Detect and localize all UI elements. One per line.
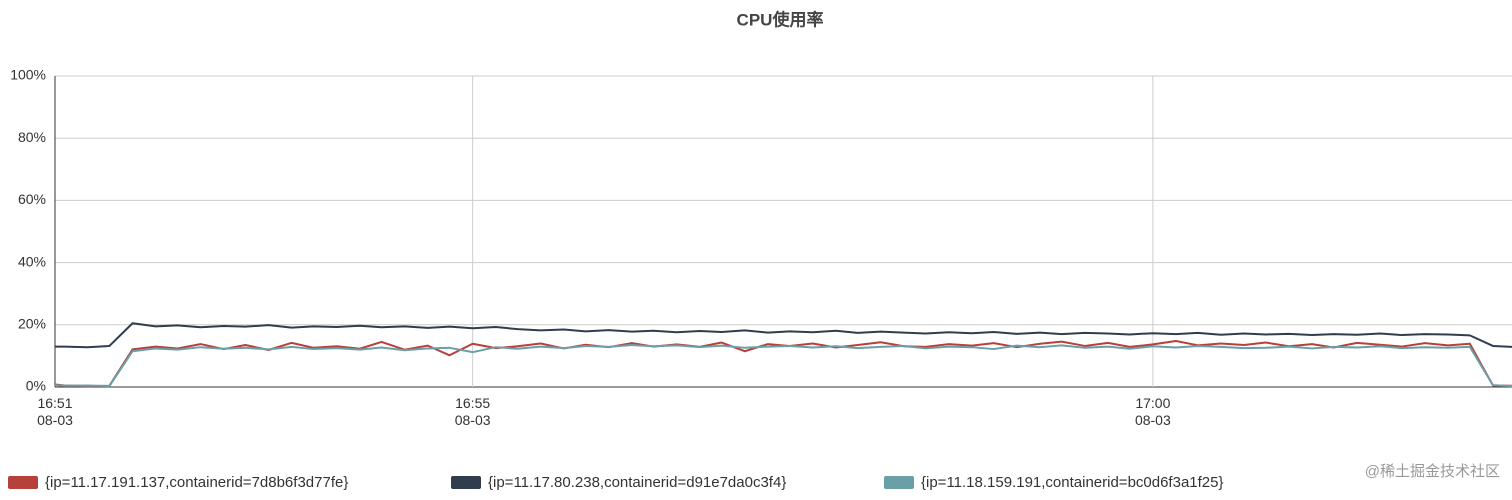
watermark: @稀土掘金技术社区 [1365, 463, 1500, 480]
legend-label: {ip=11.17.80.238,containerid=d91e7da0c3f… [488, 474, 786, 491]
y-tick-label: 60% [18, 191, 46, 207]
legend-swatch [451, 476, 481, 489]
y-tick-label: 80% [18, 129, 46, 145]
legend-label: {ip=11.17.191.137,containerid=7d8b6f3d77… [45, 474, 348, 491]
y-tick-label: 20% [18, 316, 46, 332]
y-tick-label: 100% [10, 67, 46, 83]
legend-swatch [8, 476, 38, 489]
x-tick-label: 16:55 08-03 [455, 395, 491, 428]
legend-label: {ip=11.18.159.191,containerid=bc0d6f3a1f… [921, 474, 1224, 491]
chart-title: CPU使用率 [737, 9, 824, 29]
series-line [55, 322, 1512, 349]
series-line [54, 344, 1512, 388]
legend-swatch [884, 476, 914, 489]
y-tick-label: 0% [26, 378, 46, 394]
x-tick-label: 17:00 08-03 [1135, 395, 1171, 428]
x-tick-label: 16:51 08-03 [37, 395, 73, 428]
y-tick-label: 40% [18, 253, 46, 269]
series-line [54, 339, 1512, 388]
